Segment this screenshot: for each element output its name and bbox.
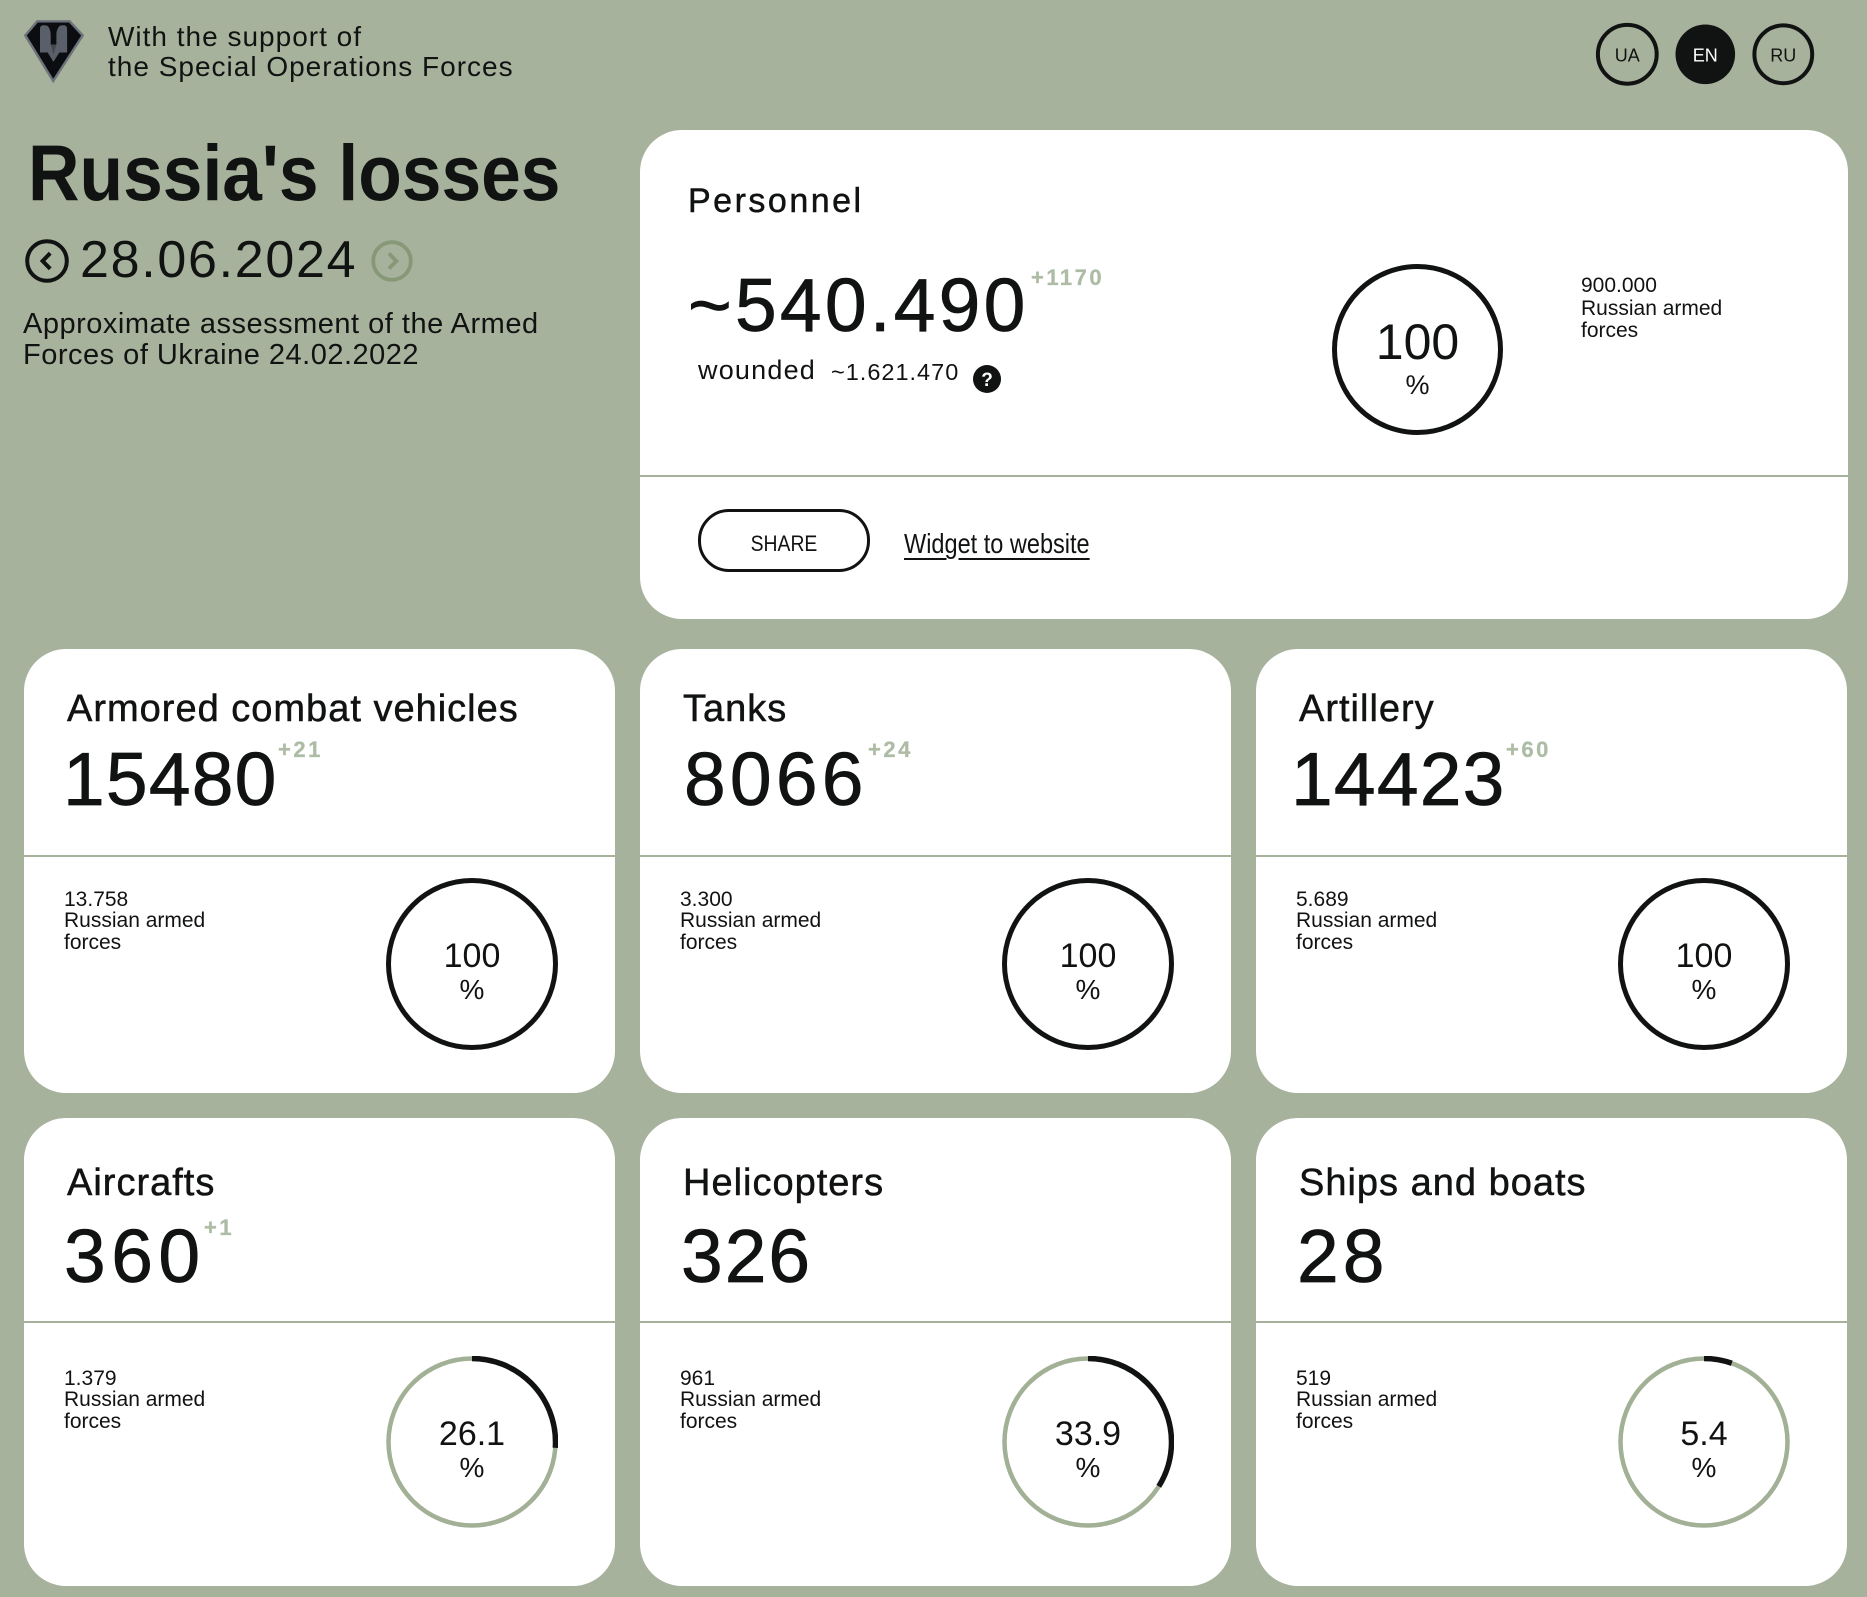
- svg-text:UA: UA: [1615, 45, 1640, 65]
- svg-text:RU: RU: [1770, 45, 1796, 65]
- svg-text:EN: EN: [1693, 45, 1718, 65]
- svg-text:?: ?: [981, 370, 993, 391]
